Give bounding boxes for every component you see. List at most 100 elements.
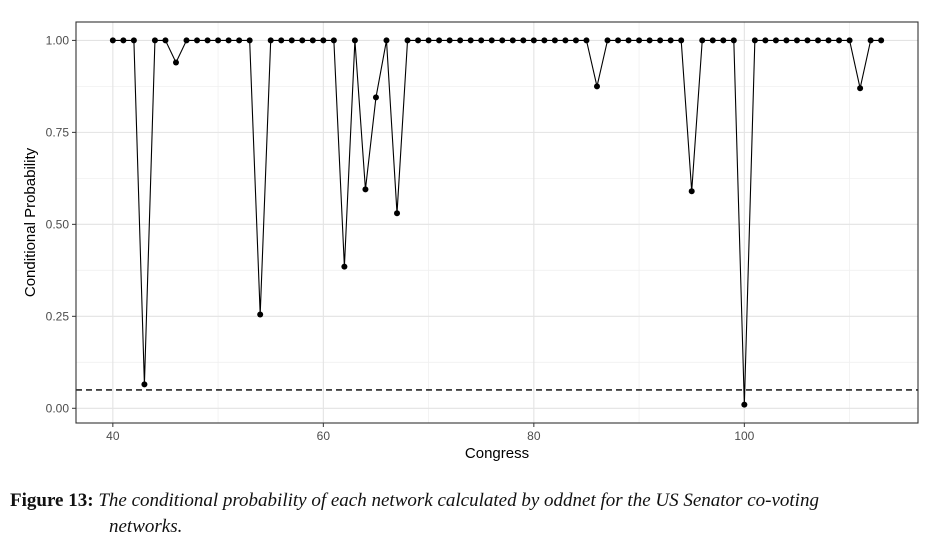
x-tick-label: 80 [527, 429, 541, 443]
data-point [604, 37, 611, 44]
y-tick-label: 0.00 [46, 401, 70, 415]
data-point [688, 188, 695, 195]
data-point [404, 37, 411, 44]
panel-frame [75, 21, 919, 424]
data-point [846, 37, 853, 44]
x-tick-label: 100 [734, 429, 754, 443]
data-point [699, 37, 706, 44]
data-point [709, 37, 716, 44]
series-polyline [112, 39, 882, 405]
data-point [878, 37, 885, 44]
caption-text-line2: networks. [109, 516, 183, 537]
data-point [836, 37, 843, 44]
data-point [636, 37, 643, 44]
data-point [383, 37, 390, 44]
data-point [730, 37, 737, 44]
data-point [857, 85, 864, 92]
caption-label: Figure 13: [10, 490, 94, 511]
line-chart: 40 60 80 100 0.000.250.500.751.00 Congress … [22, 21, 919, 462]
data-point [499, 37, 506, 44]
data-point [436, 37, 443, 44]
data-point [120, 37, 127, 44]
caption-text-line1: The conditional probability of each netw… [98, 490, 819, 511]
data-point [867, 37, 874, 44]
data-point [646, 37, 653, 44]
data-point [351, 37, 358, 44]
y-tick-label: 1.00 [46, 33, 70, 47]
data-point [362, 186, 369, 193]
data-point [341, 263, 348, 270]
data-point [678, 37, 685, 44]
data-point [288, 37, 295, 44]
series-line [112, 39, 882, 405]
data-point [172, 59, 179, 66]
data-point [194, 37, 201, 44]
data-point [762, 37, 769, 44]
y-tick-label: 0.75 [46, 125, 70, 139]
data-point [204, 37, 211, 44]
data-point [236, 37, 243, 44]
x-tick-label: 40 [106, 429, 120, 443]
data-point [751, 37, 758, 44]
data-point [183, 37, 190, 44]
panel-border [75, 21, 919, 424]
data-point [593, 83, 600, 90]
data-point [415, 37, 422, 44]
data-point [320, 37, 327, 44]
data-point [394, 210, 401, 217]
chart: 40 60 80 100 0.00 0.25 0.50 0.75 1.00 Congress … [22, 21, 919, 462]
data-point [520, 37, 527, 44]
data-point [109, 37, 116, 44]
data-point [825, 37, 832, 44]
data-point [815, 37, 822, 44]
x-axis-title: Congress [465, 445, 529, 462]
data-point [257, 311, 264, 318]
data-point [741, 401, 748, 408]
data-point [625, 37, 632, 44]
y-axis-title: Conditional Probability [22, 147, 39, 297]
data-point [246, 37, 253, 44]
data-point [509, 37, 516, 44]
data-point [488, 37, 495, 44]
data-point [130, 37, 137, 44]
figure-caption: Figure 13: The conditional probability o… [10, 488, 940, 540]
data-point [720, 37, 727, 44]
data-point [141, 381, 148, 388]
data-point [330, 37, 337, 44]
data-point [162, 37, 169, 44]
data-point [657, 37, 664, 44]
data-point [225, 37, 232, 44]
data-point [615, 37, 622, 44]
major-gridlines [76, 22, 918, 423]
data-point [267, 37, 274, 44]
data-point [151, 37, 158, 44]
data-point [457, 37, 464, 44]
minor-gridlines [76, 22, 918, 423]
data-point [562, 37, 569, 44]
data-point [372, 94, 379, 101]
data-point [793, 37, 800, 44]
y-tick-label: 0.50 [46, 217, 70, 231]
data-point [446, 37, 453, 44]
data-point [299, 37, 306, 44]
data-point [804, 37, 811, 44]
data-point [551, 37, 558, 44]
data-point [541, 37, 548, 44]
y-tick-label: 0.25 [46, 309, 70, 323]
data-point [667, 37, 674, 44]
data-point [572, 37, 579, 44]
data-point [309, 37, 316, 44]
data-point [278, 37, 285, 44]
data-point [215, 37, 222, 44]
data-point [583, 37, 590, 44]
x-axis-ticks: 40 60 80 100 [106, 423, 755, 443]
x-tick-label: 60 [317, 429, 331, 443]
data-points [109, 37, 885, 408]
data-point [530, 37, 537, 44]
data-point [425, 37, 432, 44]
data-point [478, 37, 485, 44]
data-point [772, 37, 779, 44]
data-point [783, 37, 790, 44]
y-axis-ticks: 0.00 0.25 0.50 0.75 1.00 [46, 33, 76, 415]
data-point [467, 37, 474, 44]
